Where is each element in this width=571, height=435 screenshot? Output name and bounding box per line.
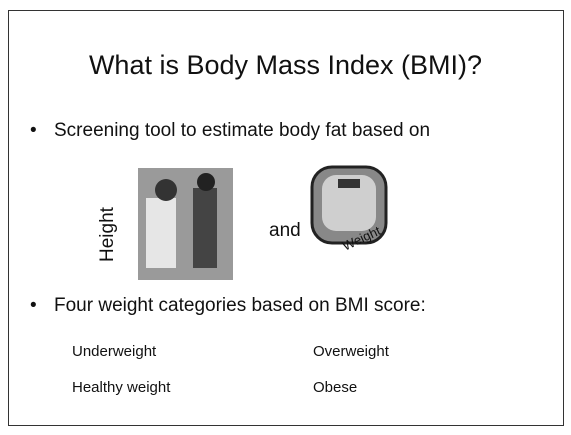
- category: Healthy weight: [72, 379, 171, 396]
- category: Overweight: [313, 343, 389, 360]
- category: Obese: [313, 379, 358, 396]
- photo-figure: [193, 188, 217, 268]
- scale-top: [322, 175, 376, 231]
- photo-head: [155, 179, 177, 201]
- category: Underweight: [72, 343, 157, 360]
- bullet-text: Four weight categories based on BMI scor…: [54, 295, 426, 316]
- slide-title: What is Body Mass Index (BMI)?: [88, 50, 483, 80]
- slide-frame: [8, 10, 564, 426]
- bullet: • Four weight categories based on BMI sco…: [30, 295, 426, 316]
- connector: and: [269, 220, 301, 241]
- bullet-text: Screening tool to estimate body fat base…: [54, 120, 431, 141]
- photo-figure: [146, 198, 176, 268]
- scale-display: [338, 179, 360, 188]
- bullet: • Screening tool to estimate body fat bas…: [30, 120, 431, 141]
- scale-image: [310, 165, 388, 245]
- photo-height: [138, 168, 233, 280]
- height-label: Height: [97, 207, 118, 262]
- photo-head: [197, 173, 215, 191]
